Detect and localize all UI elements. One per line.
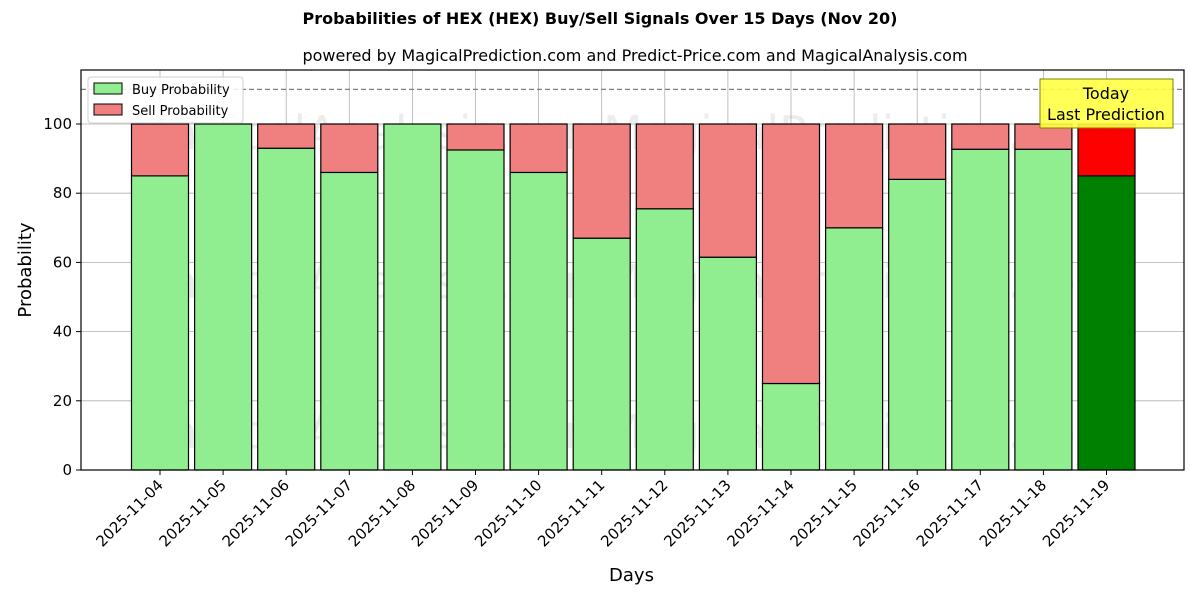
- bar-group: [698, 123, 758, 471]
- bar-group: [446, 123, 505, 471]
- bar-sell: [888, 123, 947, 180]
- bar-group: [572, 123, 631, 471]
- x-tick-label: 2025-11-19: [1039, 476, 1113, 550]
- bar-buy: [951, 148, 1010, 471]
- bar-buy: [194, 123, 253, 471]
- annotation-line-last-prediction: Last Prediction: [1047, 105, 1165, 124]
- x-tick-label: 2025-11-12: [597, 476, 671, 550]
- bar-buy: [1077, 175, 1136, 471]
- legend-swatch-buy: [93, 82, 123, 95]
- y-tick-label: 60: [53, 253, 72, 271]
- bar-sell: [446, 123, 505, 151]
- annotation-line-today: Today: [1082, 84, 1129, 103]
- x-tick-label: 2025-11-17: [913, 476, 987, 550]
- bar-group: [635, 123, 694, 471]
- x-tick-label: 2025-11-11: [534, 476, 608, 550]
- legend: Buy Probability Sell Probability: [87, 76, 244, 124]
- bar-group: [509, 123, 568, 471]
- bar-group: [888, 123, 947, 471]
- x-tick-label: 2025-11-10: [471, 476, 545, 550]
- bar-group: [1014, 123, 1073, 471]
- bar-group: [383, 123, 442, 471]
- y-tick-label: 80: [53, 184, 72, 202]
- bar-sell: [572, 123, 631, 239]
- x-tick-label: 2025-11-13: [660, 476, 734, 550]
- bar-sell: [130, 123, 190, 177]
- bar-buy: [761, 382, 821, 471]
- bar-group: [761, 123, 821, 471]
- bar-sell: [824, 123, 884, 229]
- bar-sell: [1077, 123, 1136, 177]
- y-tick-label: 0: [62, 461, 72, 479]
- x-tick-label: 2025-11-16: [850, 476, 924, 550]
- chart-title: Probabilities of HEX (HEX) Buy/Sell Sign…: [302, 9, 898, 28]
- bar-sell: [951, 123, 1010, 150]
- x-tick-label: 2025-11-05: [156, 476, 230, 550]
- bar-buy: [130, 175, 190, 471]
- chart-subtitle: powered by MagicalPrediction.com and Pre…: [302, 46, 968, 65]
- bar-sell: [257, 123, 316, 149]
- y-axis-ticks: 0 20 40 60 80 100: [43, 115, 81, 479]
- y-tick-label: 20: [53, 392, 72, 410]
- bar-group: [194, 123, 253, 471]
- bar-group: [320, 123, 379, 471]
- x-tick-label: 2025-11-06: [219, 476, 293, 550]
- bar-buy: [888, 178, 947, 471]
- legend-label-sell: Sell Probability: [132, 104, 229, 119]
- x-tick-label: 2025-11-04: [92, 476, 166, 550]
- bar-group: [130, 123, 190, 471]
- x-axis-ticks: 2025-11-042025-11-052025-11-062025-11-07…: [92, 470, 1113, 550]
- bar-buy: [446, 149, 505, 471]
- bar-buy: [257, 147, 316, 471]
- bar-buy: [572, 237, 631, 471]
- x-tick-label: 2025-11-15: [787, 476, 861, 550]
- bar-group: [257, 123, 316, 471]
- bar-buy: [635, 208, 694, 471]
- bar-group: [951, 123, 1010, 471]
- today-annotation: Today Last Prediction: [1039, 78, 1174, 129]
- bar-buy: [698, 256, 758, 471]
- x-tick-label: 2025-11-18: [976, 476, 1050, 550]
- y-tick-label: 100: [43, 115, 72, 133]
- bar-sell: [698, 123, 758, 258]
- bar-buy: [824, 227, 884, 471]
- x-tick-label: 2025-11-07: [282, 476, 356, 550]
- annotation-box: [1039, 78, 1174, 129]
- bar-series: [130, 123, 1136, 471]
- bar-buy: [509, 171, 568, 471]
- bar-group: [824, 123, 884, 471]
- bar-buy: [320, 171, 379, 471]
- legend-label-buy: Buy Probability: [132, 83, 230, 98]
- bar-sell: [761, 123, 821, 385]
- axes-frame: [80, 69, 1185, 471]
- x-axis-label: Days: [609, 565, 654, 586]
- bar-sell: [635, 123, 694, 210]
- y-axis-label: Probability: [15, 222, 36, 317]
- bar-group: [1077, 123, 1136, 471]
- bar-buy: [383, 123, 442, 471]
- bar-sell: [509, 123, 568, 174]
- y-tick-label: 40: [53, 323, 72, 341]
- bar-buy: [1014, 148, 1073, 471]
- bar-sell: [320, 123, 379, 174]
- x-tick-label: 2025-11-14: [723, 476, 797, 550]
- x-tick-label: 2025-11-08: [345, 476, 419, 550]
- legend-swatch-sell: [93, 103, 123, 116]
- x-tick-label: 2025-11-09: [408, 476, 482, 550]
- legend-box: [87, 76, 244, 124]
